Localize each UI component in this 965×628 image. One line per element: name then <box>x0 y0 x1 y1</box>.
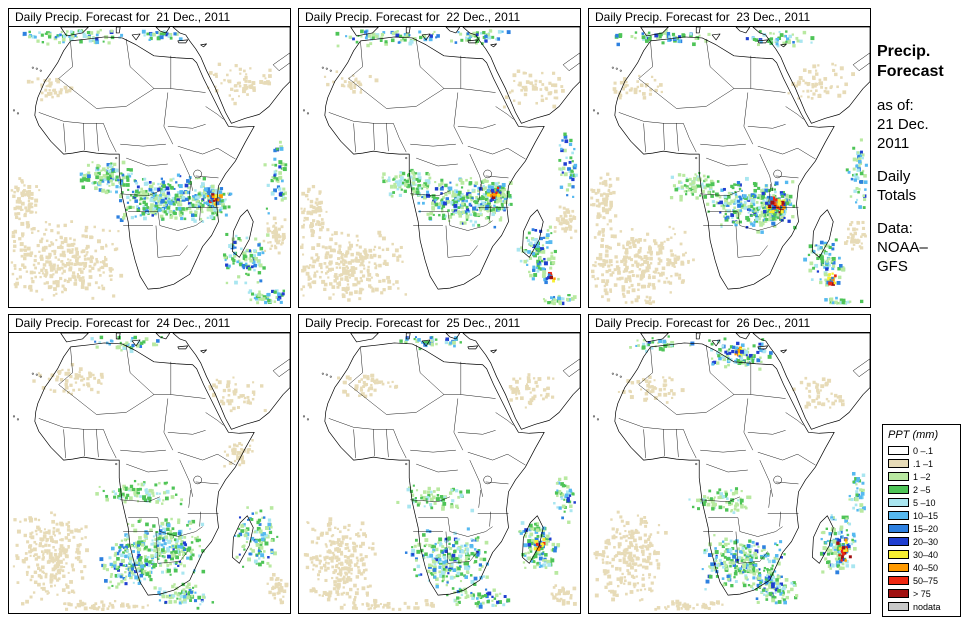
frequency-line1: Daily <box>877 168 911 185</box>
legend-label: 15–20 <box>913 523 939 534</box>
legend-row: 10–15 <box>888 509 957 522</box>
africa-map <box>8 332 291 614</box>
legend-row: 40–50 <box>888 561 957 574</box>
legend-label: 50–75 <box>913 575 939 586</box>
panel-title: Daily Precip. Forecast for 25 Dec., 2011 <box>298 314 581 333</box>
data-source-line1: NOAA– <box>877 239 928 256</box>
legend-swatch <box>888 576 909 585</box>
legend-swatch <box>888 511 909 520</box>
legend-swatch <box>888 498 909 507</box>
as-of-date-line1: 21 Dec. <box>877 116 929 133</box>
legend-label: 0 –.1 <box>913 445 934 456</box>
legend-label: 5 –10 <box>913 497 936 508</box>
legend-row: 20–30 <box>888 535 957 548</box>
legend-label: > 75 <box>913 588 931 599</box>
africa-map <box>588 26 871 308</box>
africa-map <box>298 332 581 614</box>
forecast-panel-23dec: Daily Precip. Forecast for 23 Dec., 2011 <box>588 8 871 308</box>
africa-map <box>298 26 581 308</box>
legend-swatch <box>888 537 909 546</box>
legend: PPT (mm) 0 –.1 .1 –1 1 –2 2 –5 5 –10 10–… <box>882 424 961 617</box>
data-source-line2: GFS <box>877 258 908 275</box>
legend-row: 2 –5 <box>888 483 957 496</box>
legend-swatch <box>888 524 909 533</box>
forecast-panel-21dec: Daily Precip. Forecast for 21 Dec., 2011 <box>8 8 291 308</box>
info-sidebar: Precip. Forecast as of: 21 Dec. 2011 Dai… <box>877 42 963 276</box>
frequency-line2: Totals <box>877 187 917 204</box>
forecast-panel-25dec: Daily Precip. Forecast for 25 Dec., 2011 <box>298 314 581 614</box>
as-of-label: as of: <box>877 97 914 114</box>
legend-row: 50–75 <box>888 574 957 587</box>
data-source-label: Data: <box>877 220 913 237</box>
legend-swatch <box>888 550 909 559</box>
legend-title: PPT (mm) <box>888 429 939 441</box>
legend-swatch <box>888 602 909 611</box>
sidebar-title-line2: Forecast <box>877 63 944 80</box>
legend-swatch <box>888 459 909 468</box>
legend-swatch <box>888 472 909 481</box>
forecast-panel-22dec: Daily Precip. Forecast for 22 Dec., 2011 <box>298 8 581 308</box>
panel-title: Daily Precip. Forecast for 21 Dec., 2011 <box>8 8 291 27</box>
legend-row: 0 –.1 <box>888 444 957 457</box>
as-of-date-line2: 2011 <box>877 135 910 152</box>
legend-label: 40–50 <box>913 562 939 573</box>
legend-label: 20–30 <box>913 536 939 547</box>
legend-swatch <box>888 589 909 598</box>
panel-title: Daily Precip. Forecast for 24 Dec., 2011 <box>8 314 291 333</box>
africa-map <box>8 26 291 308</box>
sidebar-title-line1: Precip. <box>877 43 931 60</box>
legend-label: .1 –1 <box>913 458 934 469</box>
legend-row: 15–20 <box>888 522 957 535</box>
legend-row: nodata <box>888 600 957 613</box>
legend-row: 1 –2 <box>888 470 957 483</box>
forecast-panel-26dec: Daily Precip. Forecast for 26 Dec., 2011 <box>588 314 871 614</box>
legend-label: 2 –5 <box>913 484 931 495</box>
panel-title: Daily Precip. Forecast for 26 Dec., 2011 <box>588 314 871 333</box>
legend-row: > 75 <box>888 587 957 600</box>
legend-label: 1 –2 <box>913 471 931 482</box>
panel-title: Daily Precip. Forecast for 22 Dec., 2011 <box>298 8 581 27</box>
legend-label: 30–40 <box>913 549 939 560</box>
legend-swatch <box>888 446 909 455</box>
legend-label: 10–15 <box>913 510 939 521</box>
legend-row: .1 –1 <box>888 457 957 470</box>
legend-row: 5 –10 <box>888 496 957 509</box>
forecast-panel-24dec: Daily Precip. Forecast for 24 Dec., 2011 <box>8 314 291 614</box>
legend-label: nodata <box>913 601 941 612</box>
panel-title: Daily Precip. Forecast for 23 Dec., 2011 <box>588 8 871 27</box>
legend-swatch <box>888 563 909 572</box>
legend-swatch <box>888 485 909 494</box>
africa-map <box>588 332 871 614</box>
legend-row: 30–40 <box>888 548 957 561</box>
